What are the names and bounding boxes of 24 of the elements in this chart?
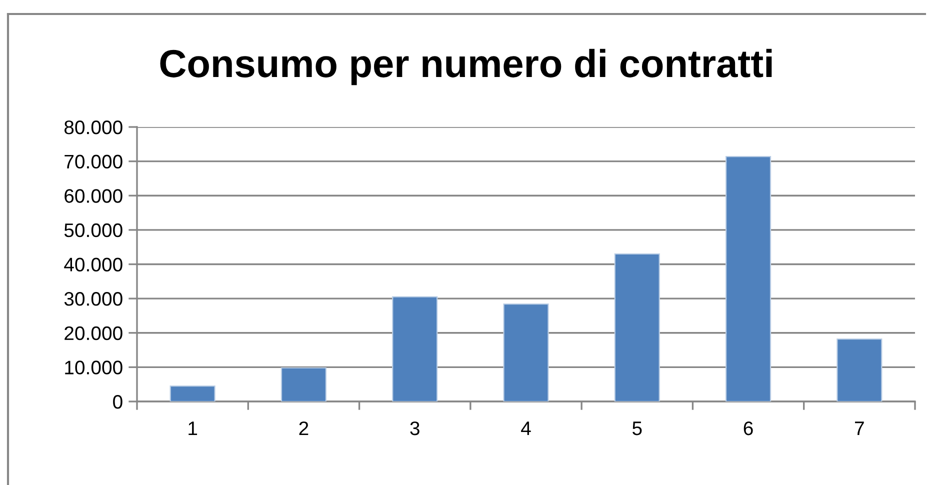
y-tick-label: 70.000	[64, 154, 122, 169]
y-tick-label: 30.000	[64, 292, 122, 306]
bar	[170, 386, 216, 402]
bar	[836, 338, 882, 402]
x-tick-label: 7	[855, 422, 864, 436]
x-tick-label: 2	[299, 421, 308, 436]
x-tick-label: 6	[744, 421, 753, 436]
x-tick-label: 5	[632, 422, 642, 436]
x-tick-label: 3	[410, 421, 420, 436]
y-tick-label: 10.000	[65, 360, 122, 374]
y-tick-label: 20.000	[64, 326, 122, 340]
bar	[726, 156, 772, 402]
chart-title: Consumo per numero di contratti	[160, 48, 772, 86]
bar	[392, 296, 438, 402]
y-tick-label: 0	[113, 394, 122, 409]
y-tick-label: 40.000	[64, 258, 122, 272]
x-tick-label: 4	[521, 422, 531, 436]
y-tick-label: 60.000	[64, 189, 122, 203]
bar	[280, 367, 326, 402]
y-tick-label: 50.000	[64, 223, 122, 238]
bar	[503, 303, 549, 402]
bar	[614, 253, 660, 402]
y-tick-label: 80.000	[64, 120, 122, 134]
x-tick-label: 1	[188, 422, 198, 436]
